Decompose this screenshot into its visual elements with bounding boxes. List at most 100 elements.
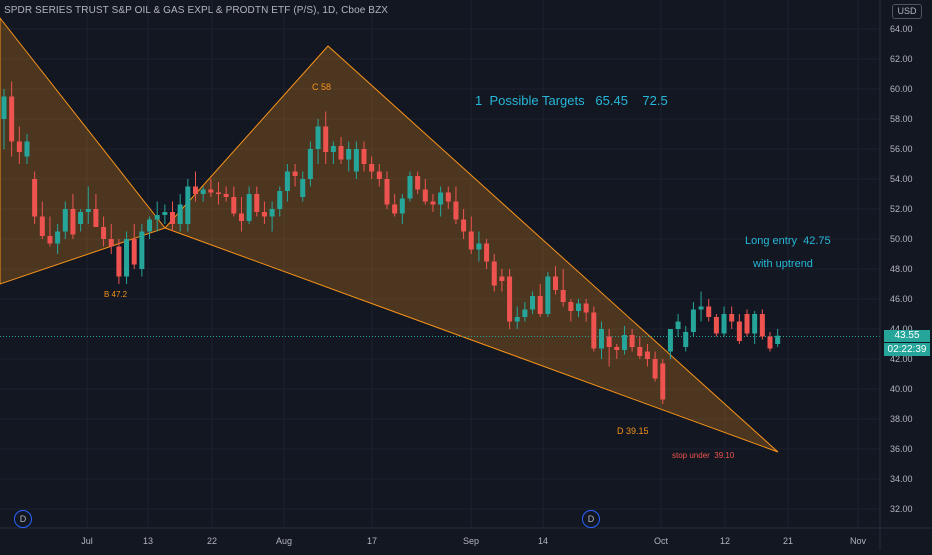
candle <box>261 201 267 224</box>
dividend-marker[interactable]: D <box>582 510 600 528</box>
point-d-label: D 39.15 <box>617 426 649 436</box>
candle <box>660 359 666 404</box>
candle <box>338 137 344 164</box>
candle-body <box>101 227 107 239</box>
candle-body <box>338 146 344 160</box>
currency-badge[interactable]: USD <box>892 4 922 19</box>
candle <box>407 171 413 202</box>
candle <box>47 216 53 247</box>
x-tick-label: 12 <box>720 536 730 546</box>
candle-body <box>530 296 536 310</box>
candle-body <box>407 176 413 199</box>
candle-body <box>32 179 38 217</box>
candle-body <box>193 186 198 194</box>
point-b-label: B 47.2 <box>104 290 128 299</box>
candle <box>644 344 650 367</box>
candle-body <box>461 219 467 232</box>
candle-body <box>683 332 689 347</box>
candle-body <box>598 329 604 349</box>
candle-body <box>759 314 765 337</box>
candle-body <box>277 191 283 209</box>
y-tick-label: 60.00 <box>890 84 913 94</box>
candle <box>346 141 352 172</box>
candle-body <box>499 276 505 281</box>
candle-body <box>376 171 382 179</box>
candle-body <box>261 212 267 217</box>
candle-body <box>399 198 405 214</box>
candle-body <box>713 317 719 334</box>
candle-body <box>208 189 214 193</box>
candle <box>315 119 321 164</box>
candle <box>162 204 168 224</box>
candle-body <box>660 363 666 400</box>
candle-body <box>522 309 528 317</box>
candle <box>101 216 107 247</box>
candle <box>683 326 689 352</box>
candle-body <box>384 179 390 205</box>
y-tick-label: 56.00 <box>890 144 913 154</box>
candle <box>307 141 313 187</box>
candle <box>9 81 15 157</box>
candle-body <box>468 231 474 250</box>
candle <box>170 201 176 232</box>
candle-body <box>116 246 122 277</box>
candle-body <box>346 149 352 160</box>
candle <box>499 269 505 292</box>
candle <box>736 314 742 344</box>
candle-body <box>223 194 229 197</box>
candle-body <box>361 149 367 164</box>
candle-body <box>284 171 290 191</box>
candle <box>193 171 198 202</box>
x-tick-label: 21 <box>783 536 793 546</box>
time-axis[interactable]: Jul 13 22 Aug 17 Sep 14 Oct 12 21 Nov <box>0 527 932 546</box>
candle <box>85 186 91 224</box>
price-axis[interactable]: 32.00 34.00 36.00 38.00 40.00 42.00 44.00 46.00… <box>879 0 913 550</box>
candle <box>269 201 275 232</box>
bar-countdown-tag: 02:22:39 <box>884 343 930 356</box>
candle <box>514 306 520 329</box>
y-tick-label: 48.00 <box>890 264 913 274</box>
candle <box>330 141 336 164</box>
candle <box>254 186 260 217</box>
candle <box>621 326 627 355</box>
y-tick-label: 40.00 <box>890 384 913 394</box>
candle-body <box>706 306 712 317</box>
y-tick-label: 46.00 <box>890 294 913 304</box>
candle-body <box>560 290 566 302</box>
y-tick-label: 64.00 <box>890 24 913 34</box>
y-tick-label: 50.00 <box>890 234 913 244</box>
candle-body <box>330 146 336 152</box>
candle <box>208 179 214 197</box>
candle <box>430 194 436 212</box>
candle <box>744 309 750 337</box>
candle-body <box>39 216 45 236</box>
candle <box>154 201 160 232</box>
candle <box>476 231 482 262</box>
x-tick-label: 22 <box>207 536 217 546</box>
candle <box>392 194 398 217</box>
candle-body <box>644 351 650 359</box>
candle <box>238 197 244 232</box>
candle-body <box>1 96 7 119</box>
candle <box>553 266 559 295</box>
dividend-marker[interactable]: D <box>14 510 32 528</box>
candle-body <box>392 204 398 214</box>
candle-body <box>453 201 459 220</box>
candle-body <box>47 236 53 244</box>
candle <box>32 171 38 224</box>
candle-body <box>70 209 76 235</box>
candle-body <box>553 276 559 290</box>
candle <box>185 179 191 232</box>
candle <box>78 209 84 232</box>
candle-body <box>323 126 329 152</box>
candle <box>147 216 153 239</box>
candle <box>453 186 459 224</box>
candle-body <box>93 209 99 227</box>
candle <box>1 89 7 149</box>
candle <box>438 186 444 217</box>
candle <box>568 299 574 322</box>
y-tick-label: 44.00 <box>890 324 913 334</box>
candle-body <box>667 329 673 352</box>
